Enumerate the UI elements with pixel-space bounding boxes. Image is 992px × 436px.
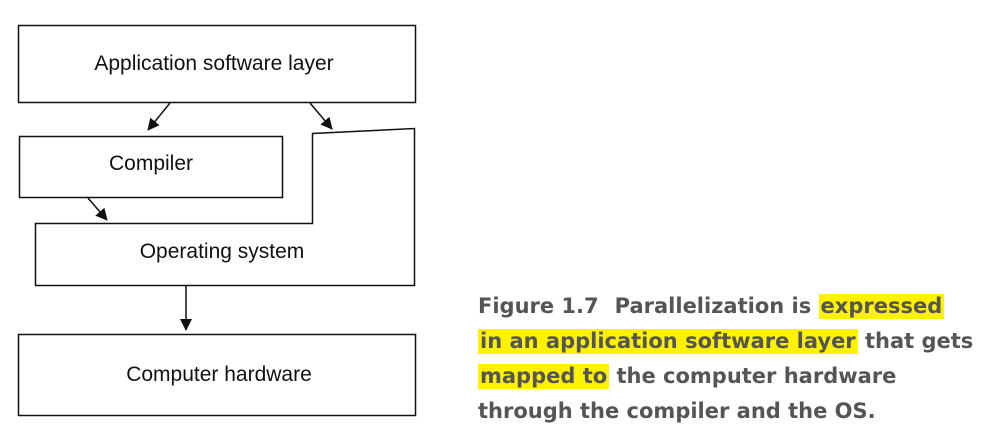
application-layer-box	[17, 24, 417, 104]
caption-text: through the compiler and the OS.	[478, 399, 876, 423]
compiler-label: Compiler	[108, 152, 194, 175]
diagram-shapes	[17, 24, 417, 417]
operating-system-label: Operating system	[139, 240, 305, 263]
caption-highlight: in an application software layer	[478, 329, 858, 354]
caption-highlight: mapped to	[478, 364, 610, 389]
caption-line-3: mapped to the computer hardware	[478, 359, 988, 394]
caption-line-1: Figure 1.7 Parallelization is expressed	[478, 289, 988, 324]
caption-text: the computer hardware	[609, 364, 897, 388]
operating-system-box	[34, 127, 416, 287]
arrow-app-to-os	[309, 102, 333, 130]
application-layer-label: Application software layer	[94, 52, 334, 75]
figure-caption: Figure 1.7 Parallelization is expressed i…	[478, 289, 988, 429]
hardware-box	[17, 333, 417, 417]
caption-line-2: in an application software layer that ge…	[478, 324, 988, 359]
caption-highlight: expressed	[818, 294, 945, 319]
caption-line-4: through the compiler and the OS.	[478, 394, 988, 429]
hardware-label: Computer hardware	[126, 363, 312, 386]
compiler-box	[18, 135, 284, 199]
layer-diagram: Application software layer Compiler Oper…	[0, 0, 440, 436]
caption-text: Parallelization is	[614, 294, 819, 318]
caption-text: that gets	[857, 329, 974, 353]
figure-label: Figure 1.7	[478, 294, 599, 318]
arrow-app-to-compiler	[147, 102, 171, 131]
arrow-compiler-to-os	[87, 197, 108, 221]
